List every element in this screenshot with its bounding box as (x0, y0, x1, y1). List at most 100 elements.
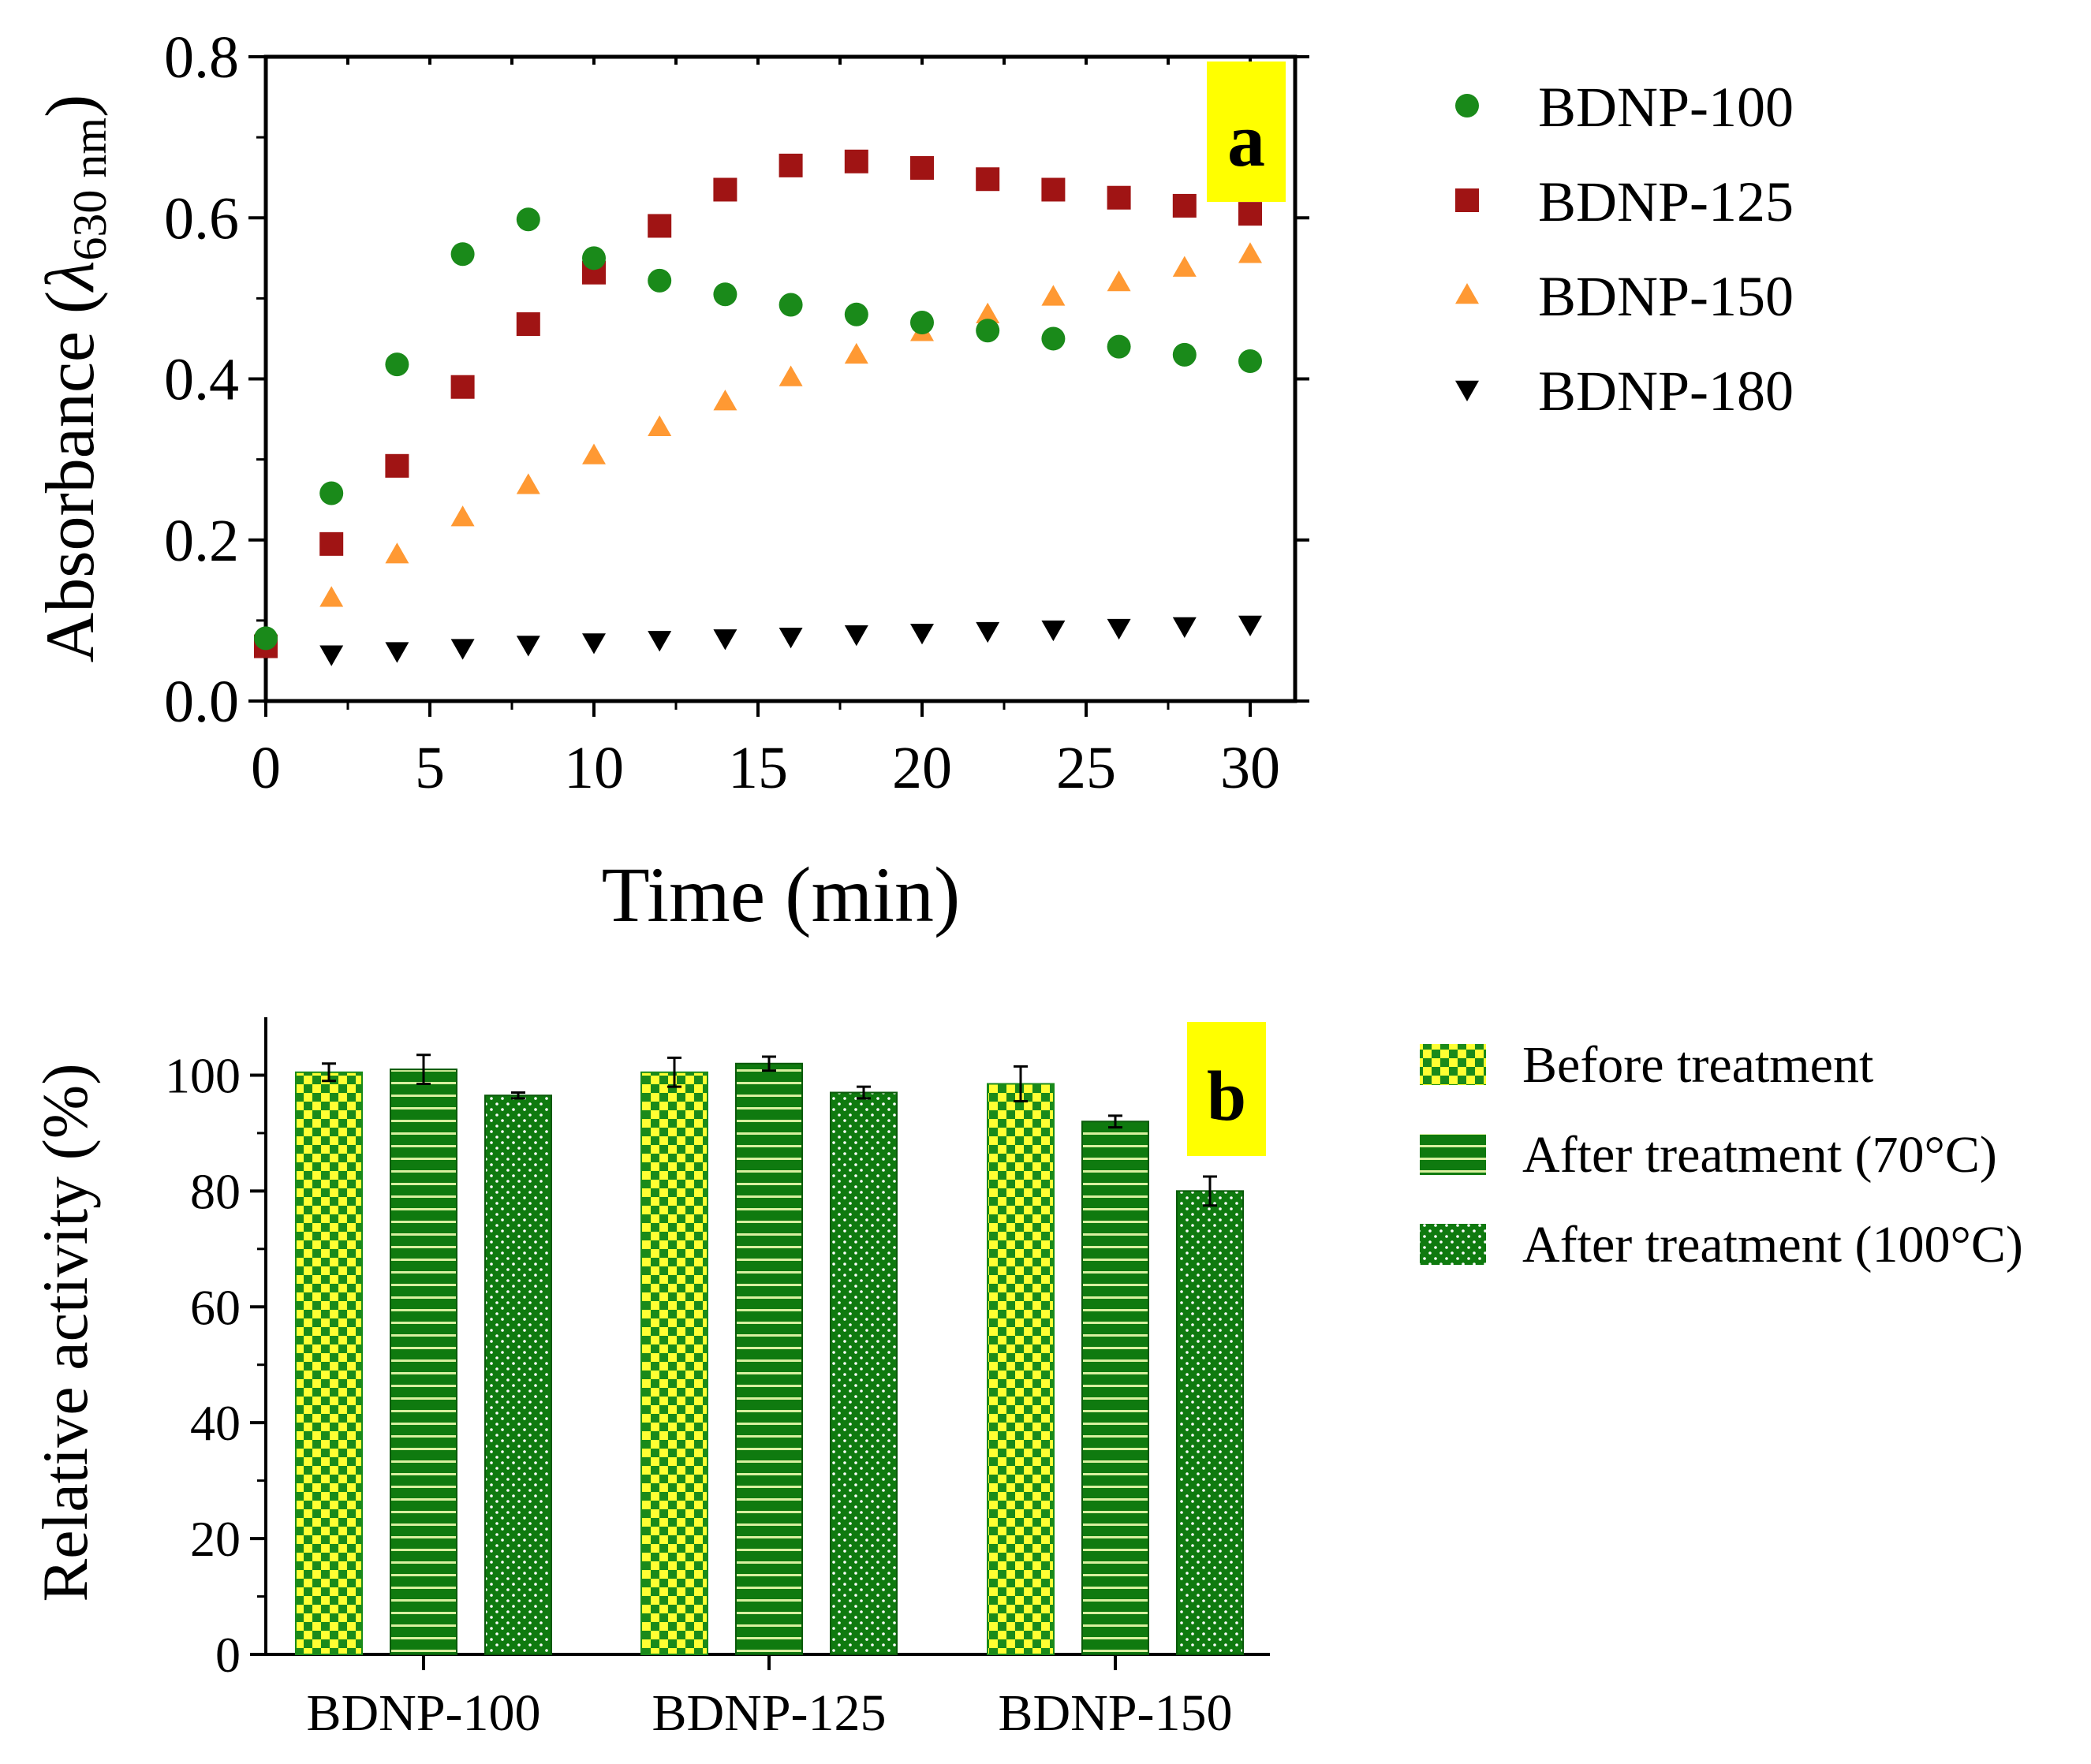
x-tick-label: 25 (1056, 735, 1116, 801)
legend-item: BDNP-180 (1455, 360, 1794, 423)
y-title-symbol: λ (32, 261, 109, 293)
data-point (1238, 349, 1262, 374)
data-point (910, 623, 934, 645)
data-point (713, 629, 737, 651)
data-point (910, 311, 934, 335)
data-point (976, 621, 1000, 643)
legend-marker (1455, 188, 1479, 212)
data-point (385, 453, 409, 478)
legend-label: BDNP-125 (1538, 170, 1794, 233)
data-point (779, 365, 803, 386)
panel-a-scatter-chart: 0 5 10 15 20 25 30 0.0 0.2 0.4 0.6 0.8 a Time (min… (32, 24, 1794, 938)
panel-b-legend: Before treatment After treatment (70°C) Af… (1420, 1036, 2023, 1274)
data-point (385, 352, 409, 377)
y-tick-label: 80 (190, 1163, 241, 1219)
data-point (1107, 334, 1131, 359)
bar (830, 1091, 898, 1656)
legend-label: After treatment (100°C) (1522, 1216, 2023, 1274)
legend-item: BDNP-100 (1455, 76, 1794, 139)
error-bar (857, 1085, 871, 1100)
data-point (450, 505, 475, 527)
data-point (582, 246, 606, 270)
series-bdnp-150 (254, 242, 1262, 652)
data-point (976, 302, 1000, 324)
data-point (648, 631, 672, 652)
data-point (385, 642, 409, 663)
x-tick-label: 30 (1220, 735, 1280, 801)
x-tick-label: 15 (728, 735, 788, 801)
data-point (713, 282, 737, 307)
y-tick-label: 0.6 (164, 185, 239, 252)
data-point (844, 625, 868, 647)
data-point (516, 473, 540, 494)
y-tick-label: 0.8 (164, 24, 239, 91)
data-point (713, 177, 737, 202)
y-title-end: ) (32, 95, 109, 117)
legend-item: After treatment (70°C) (1420, 1126, 1997, 1184)
data-point (582, 633, 606, 655)
data-point (319, 586, 344, 607)
error-bar (1108, 1114, 1122, 1129)
y-tick-label: 0.4 (164, 347, 239, 413)
panel-a-x-tick-labels: 0 5 10 15 20 25 30 (251, 735, 1280, 801)
y-tick-label: 20 (190, 1511, 241, 1567)
data-point (713, 390, 737, 411)
legend-label: BDNP-180 (1538, 360, 1794, 423)
x-tick-label: 0 (251, 735, 281, 801)
data-point (1107, 618, 1131, 640)
data-point (1238, 242, 1262, 263)
bar (987, 1083, 1055, 1656)
legend-label: After treatment (70°C) (1522, 1126, 1997, 1184)
y-tick-label: 0.2 (164, 508, 239, 574)
data-point (1172, 193, 1197, 218)
data-point (1238, 202, 1262, 226)
data-point (844, 342, 868, 364)
legend-label: BDNP-100 (1538, 76, 1794, 139)
series-bdnp-100 (254, 207, 1262, 651)
panel-b-y-axis-title: Relative activity (%) (29, 1063, 101, 1602)
data-point (319, 481, 344, 505)
y-tick-label: 0 (215, 1627, 241, 1683)
data-point (319, 531, 344, 556)
data-point (1041, 177, 1066, 202)
panel-a-tag-background (1207, 62, 1286, 202)
data-point (450, 375, 475, 399)
data-point (1238, 615, 1262, 636)
bar (1081, 1121, 1149, 1655)
panel-b-tag-background (1187, 1022, 1266, 1156)
error-bar (667, 1056, 681, 1088)
data-point (910, 155, 934, 180)
data-point (516, 636, 540, 657)
data-point (976, 319, 1000, 343)
data-point (844, 302, 868, 326)
legend-swatch (1420, 1224, 1486, 1265)
y-tick-label: 100 (165, 1047, 241, 1103)
x-tick-label: 20 (892, 735, 952, 801)
data-point (648, 214, 672, 238)
error-bar (416, 1054, 431, 1085)
data-point (1107, 270, 1131, 292)
legend-item: BDNP-150 (1455, 265, 1794, 328)
panel-b-error-bars (322, 1054, 1217, 1207)
data-point (385, 543, 409, 564)
error-bar (1014, 1065, 1028, 1103)
panel-a-y-axis-title: Absorbance (λ630 nm) (32, 95, 116, 663)
error-bar (1203, 1175, 1217, 1207)
error-bar (322, 1062, 336, 1083)
bar (640, 1071, 708, 1656)
x-tick-label: 10 (564, 735, 624, 801)
panel-b-category-labels: BDNP-100 BDNP-125 BDNP-150 (306, 1684, 1232, 1742)
y-title-main: Absorbance ( (32, 291, 109, 663)
panel-a-x-axis-title: Time (min) (602, 851, 961, 938)
category-label: BDNP-150 (998, 1684, 1232, 1742)
panel-b-y-tick-labels: 0 20 40 60 80 100 (165, 1047, 241, 1683)
legend-marker (1455, 94, 1479, 117)
data-point (582, 443, 606, 464)
bar (1176, 1190, 1244, 1655)
panel-a-data-points (254, 149, 1262, 666)
data-point (1041, 285, 1066, 306)
data-point (516, 207, 540, 232)
data-point (1041, 326, 1066, 351)
